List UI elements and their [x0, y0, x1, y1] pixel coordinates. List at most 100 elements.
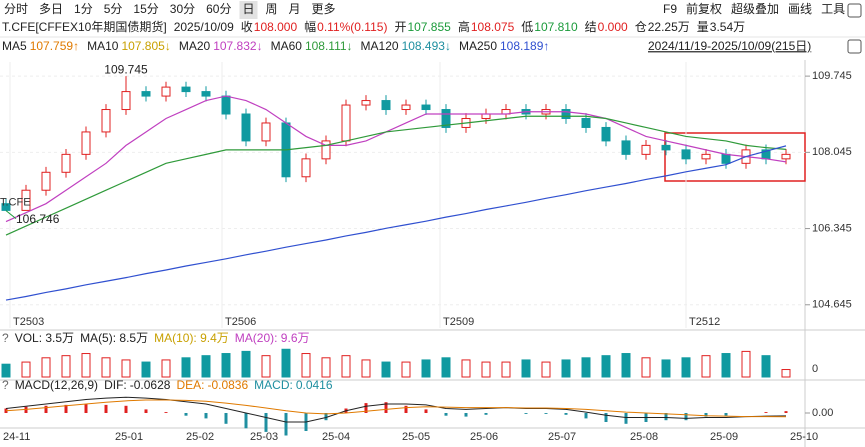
volume-bar [101, 357, 111, 378]
volume-bar [361, 359, 371, 378]
x-tick-label: 25-10 [790, 431, 818, 443]
period-label: T2509 [443, 316, 474, 328]
volume-bar [301, 353, 311, 378]
quote-part: 108.000 [254, 20, 298, 34]
quote-part: 开 [394, 20, 406, 34]
candle-body [401, 104, 411, 111]
volume-bar [21, 361, 31, 378]
candle-body [721, 153, 731, 164]
candle-body [301, 158, 311, 178]
toolbar-button[interactable]: 多日 [39, 2, 63, 16]
toolbar-button[interactable]: 月 [289, 2, 301, 16]
volume-legend-part: MA(20): 9.6万 [235, 331, 310, 345]
macd-legend-part: -0.0836 [207, 378, 248, 392]
highlight-box [664, 132, 806, 182]
quote-part: 低 [521, 20, 533, 34]
x-tick-label: 25-02 [186, 431, 214, 443]
toolbar-button[interactable]: 工具 [821, 2, 845, 16]
toolbar-button[interactable]: 1分 [74, 2, 93, 16]
low-label: 106.746 [16, 212, 60, 226]
ma-value: 107.759↑ [30, 39, 79, 53]
macd-legend-part: DEA: [176, 378, 204, 392]
toolbar-button[interactable]: 15分 [133, 2, 158, 16]
volume-bar [521, 359, 531, 378]
window-icon[interactable] [847, 39, 862, 54]
candle-body [61, 153, 71, 173]
volume-bar [181, 357, 191, 378]
volume-legend-part: MA(5): 8.5万 [80, 331, 148, 345]
volume-bar [741, 350, 751, 378]
volume-bar [721, 353, 731, 378]
toolbar-button[interactable]: 日 [242, 2, 254, 16]
candle-body [1, 203, 11, 211]
quote-part: 0.11%(0.115) [317, 20, 387, 34]
x-tick-label: 25-05 [402, 431, 430, 443]
toolbar-button[interactable]: 分时 [4, 2, 28, 16]
candle-body [321, 140, 331, 160]
candle-body [441, 109, 451, 128]
volume-bar [501, 361, 511, 378]
toolbar-button[interactable]: 更多 [312, 2, 336, 16]
toolbar-button[interactable]: 周 [266, 2, 278, 16]
volume-bar [61, 355, 71, 378]
toolbar-button[interactable]: 60分 [206, 2, 231, 16]
candle-body [161, 86, 171, 97]
x-tick-label: 25-03 [250, 431, 278, 443]
volume-bar [161, 359, 171, 378]
volume-bar [701, 355, 711, 378]
quote-part: 仓 [635, 20, 647, 34]
macd-legend: ? MACD(12,26,9) DIF: -0.0628 DEA: -0.0836 MACD… [2, 378, 333, 392]
ma-value: 108.493↓ [402, 39, 451, 53]
volume-bar [321, 357, 331, 378]
quote-part: 幅 [304, 19, 316, 34]
quote-part: 结 [585, 20, 597, 34]
y-tick-label: 108.045 [812, 146, 852, 158]
toolbar-button[interactable]: 5分 [104, 2, 123, 16]
volume-bar [201, 355, 211, 378]
toolbar-button[interactable]: 前复权 [686, 1, 722, 16]
candle-body [41, 171, 51, 191]
macd-legend-part: MACD: [254, 378, 293, 392]
volume-bar [581, 357, 591, 378]
toolbar-button[interactable]: F9 [663, 2, 677, 16]
ma-value: 108.111↓ [305, 39, 353, 53]
volume-bar [481, 361, 491, 378]
candle-body [421, 104, 431, 111]
symbol-label: T.CFE [0, 196, 31, 208]
toolbar-button[interactable]: 超级叠加 [731, 1, 779, 16]
low-pointer [5, 210, 17, 219]
volume-legend-part: ? [2, 331, 9, 345]
period-label: T2512 [689, 316, 720, 328]
x-tick-label: 25-09 [710, 431, 738, 443]
volume-bar [601, 355, 611, 378]
settings-icon[interactable] [847, 3, 862, 18]
macd-legend-part: 0.0416 [296, 378, 333, 392]
volume-bar [81, 353, 91, 378]
candle-body [581, 117, 591, 128]
volume-bar [341, 355, 351, 378]
toolbar-button[interactable]: 30分 [170, 2, 195, 16]
candle-body [181, 86, 191, 93]
volume-bar [641, 357, 651, 378]
volume-bar [401, 361, 411, 378]
peak-label: 109.745 [104, 62, 148, 76]
quote-part: 2025/10/09 [174, 20, 234, 34]
x-tick-label: 25-07 [548, 431, 576, 443]
quote-part: 0.000 [598, 20, 628, 34]
y-tick-label: 104.645 [812, 299, 852, 311]
ma-label: MA10 [87, 39, 119, 53]
toolbar-button[interactable]: 画线 [788, 2, 812, 16]
macd-line [5, 396, 787, 423]
quote: T.CFE[CFFEX10年期国债期货] 2025/10/09 收108.000 幅0… [2, 19, 745, 34]
candle-body [221, 95, 231, 115]
volume-bar [761, 355, 771, 378]
period-label: T2503 [13, 316, 44, 328]
ma-label: MA20 [179, 39, 211, 53]
ma-value: 107.805↓ [121, 39, 170, 53]
candle-body [601, 126, 611, 142]
ma-legend: MA5 107.759↑ MA10 107.805↓ MA20 107.832↓ MA60 1… [2, 39, 549, 53]
candle-body [21, 189, 31, 211]
ma-value: 107.832↓ [213, 39, 262, 53]
candle-body [81, 131, 91, 155]
volume-legend-part: VOL: 3.5万 [15, 331, 74, 345]
